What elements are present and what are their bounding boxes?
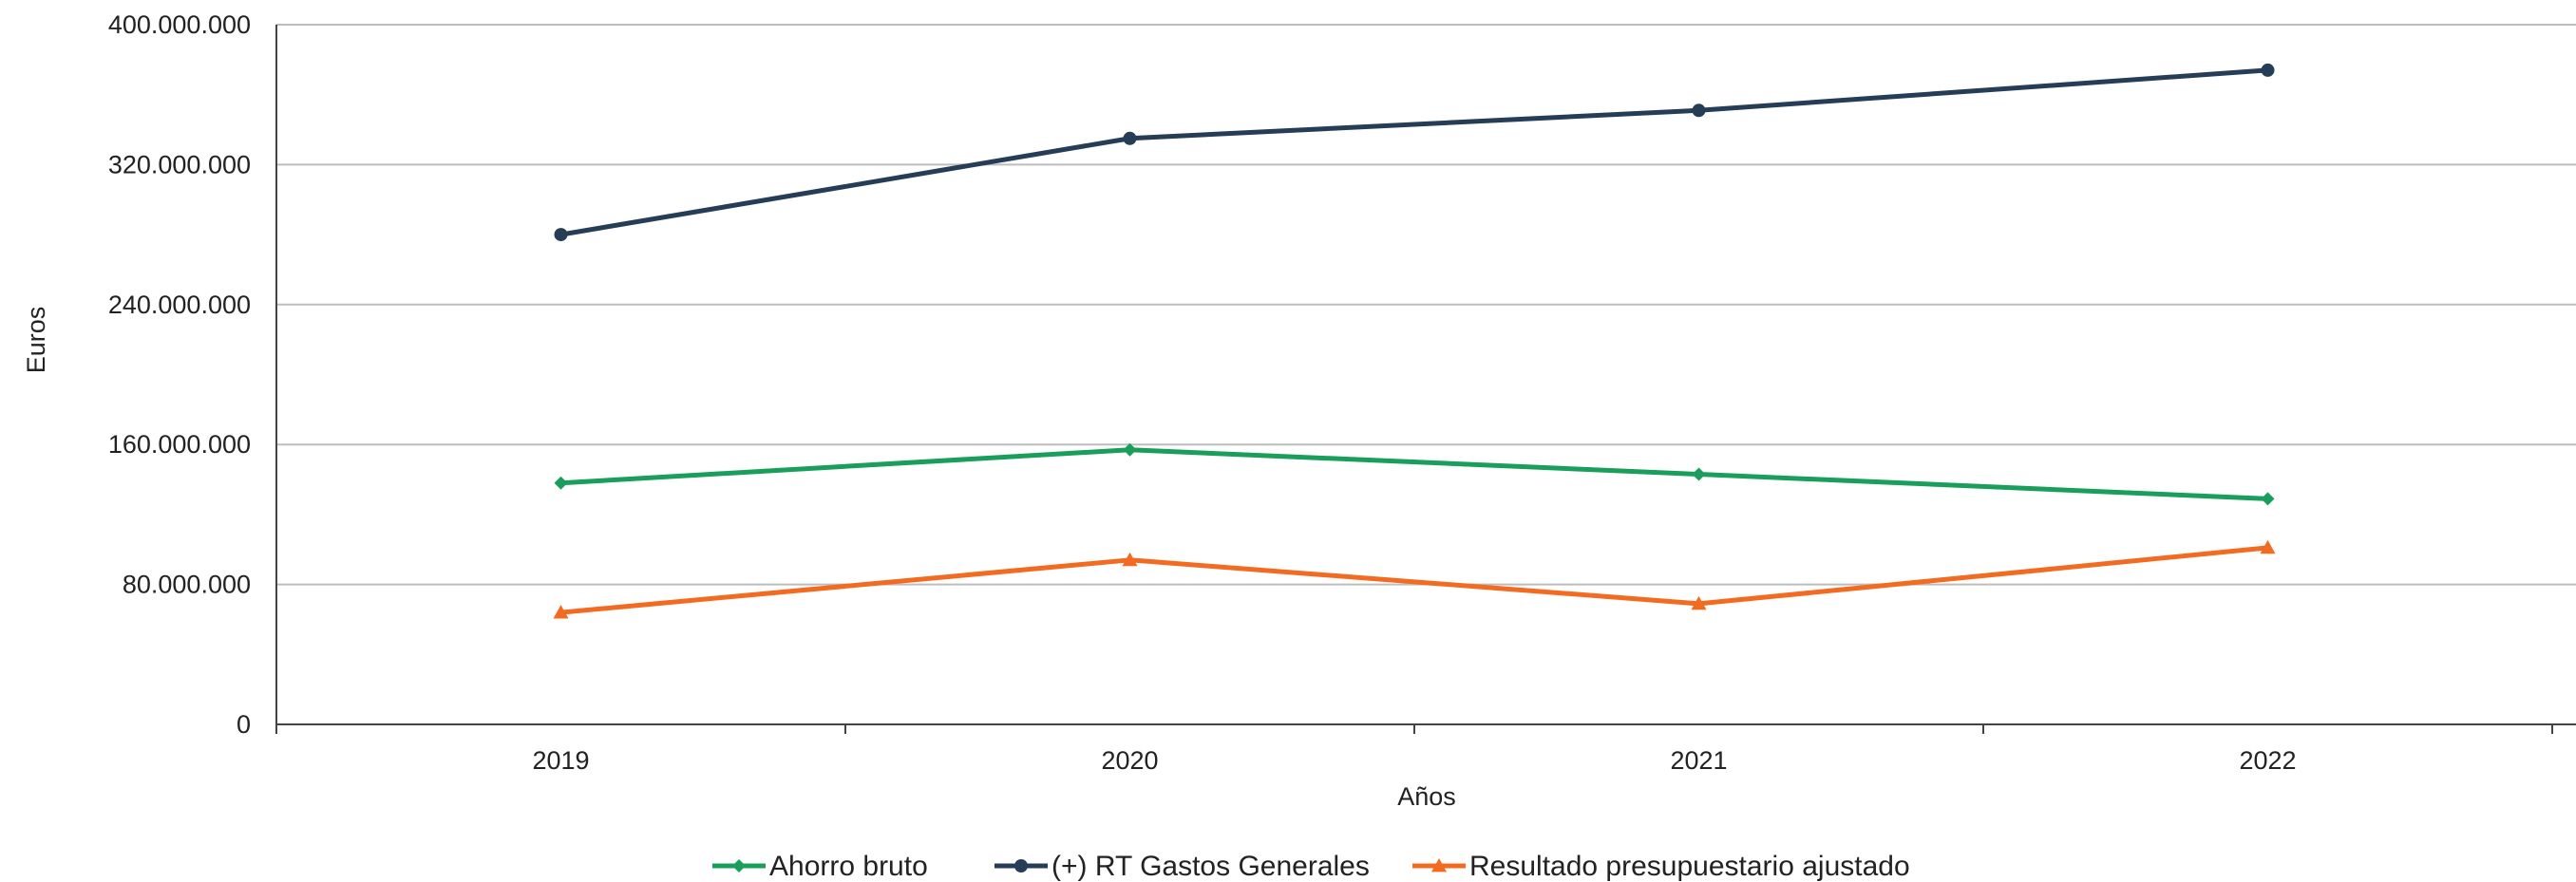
y-tick-label: 240.000.000 (108, 291, 251, 319)
legend-item: (+) RT Gastos Generales (994, 851, 1370, 882)
data-point-diamond (732, 859, 746, 873)
x-tick-label: 2021 (1670, 746, 1727, 775)
data-point-circle (1014, 859, 1028, 873)
y-tick-label: 160.000.000 (108, 430, 251, 459)
legend-label: (+) RT Gastos Generales (1051, 851, 1370, 882)
data-point-triangle (1431, 858, 1447, 873)
series-group (554, 63, 2275, 242)
legend-item: Ahorro bruto (712, 851, 928, 882)
series-line (559, 447, 2270, 501)
data-point-circle (1692, 103, 1706, 118)
data-point-circle (554, 228, 568, 242)
y-tick-label: 320.000.000 (108, 150, 251, 178)
y-tick-label: 400.000.000 (108, 10, 251, 39)
legend: Ahorro bruto (+) RT Gastos Generales Resul… (712, 851, 1910, 882)
x-axis-title: Años (1397, 782, 1456, 811)
data-point-triangle (1122, 552, 1138, 567)
axes (275, 25, 2576, 734)
data-point-triangle (1691, 595, 1707, 610)
data-point-diamond (2261, 492, 2275, 506)
x-tick-label: 2020 (1101, 746, 1158, 775)
data-point-triangle (553, 605, 569, 619)
data-point-diamond (1123, 442, 1137, 457)
data-point-diamond (554, 476, 568, 490)
series-line (559, 545, 2270, 615)
legend-item: Resultado presupuestario ajustado (1412, 851, 1910, 882)
gridlines (276, 24, 2576, 586)
data-point-circle (1123, 131, 1137, 145)
series-group (553, 539, 2276, 619)
series-lines (553, 63, 2276, 619)
data-point-circle (2261, 63, 2275, 77)
legend-label: Resultado presupuestario ajustado (1469, 851, 1910, 882)
series-line (559, 67, 2270, 237)
tick-labels: 0 80.000.000 160.000.000 240.000.000 320.000… (108, 10, 2297, 775)
y-tick-label: 80.000.000 (123, 571, 251, 599)
legend-label: Ahorro bruto (769, 851, 928, 882)
data-point-triangle (2260, 539, 2276, 554)
y-axis-title: Euros (22, 307, 50, 374)
x-tick-label: 2019 (532, 746, 589, 775)
series-group (554, 442, 2275, 506)
data-point-diamond (1692, 467, 1706, 481)
y-tick-label: 0 (237, 710, 251, 739)
x-tick-label: 2022 (2239, 746, 2296, 775)
